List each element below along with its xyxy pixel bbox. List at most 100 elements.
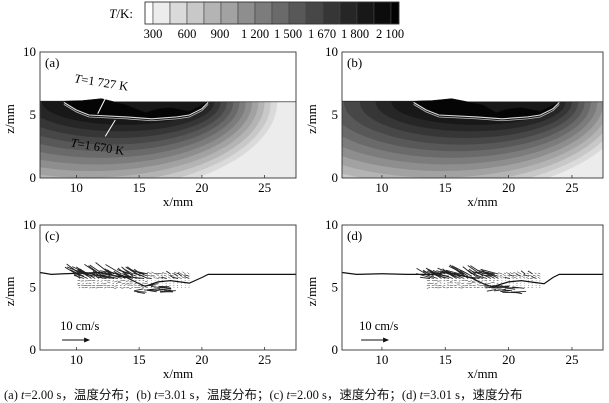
x-tick-label: 15	[439, 180, 452, 195]
caption-label: (b)	[136, 388, 155, 402]
panel-label: (d)	[347, 228, 362, 243]
velocity-vector	[538, 272, 541, 275]
velocity-vector	[461, 285, 465, 287]
colorbar-frame	[144, 1, 400, 25]
y-axis-label: z/mm	[304, 277, 319, 307]
velocity-vector	[162, 272, 167, 275]
velocity-vector	[491, 282, 495, 284]
panel-b: 10 15 20 25 0 5 10 x/mm z/mm (b)	[304, 44, 604, 209]
velocity-vector	[126, 276, 145, 279]
velocity-vector	[114, 287, 118, 289]
velocity-vector	[525, 277, 529, 279]
velocity-vector	[147, 275, 152, 277]
isotherm-1670	[63, 104, 209, 122]
velocity-vector	[85, 282, 88, 284]
velocity-vector	[107, 286, 111, 288]
x-tick-label: 10	[70, 180, 83, 195]
velocity-vector	[503, 272, 507, 275]
colorbar-cell	[356, 1, 375, 25]
annotation-arrow	[97, 98, 106, 114]
colorbar-cell	[186, 1, 205, 25]
plot-frame	[39, 51, 297, 179]
velocity-vector	[480, 268, 499, 275]
velocity-vector	[173, 273, 179, 277]
velocity-vector	[445, 269, 461, 275]
velocity-vector	[476, 280, 480, 282]
colorbar-cell	[305, 1, 324, 25]
velocity-vector	[129, 280, 133, 283]
velocity-vector	[427, 269, 438, 277]
velocity-vector	[460, 287, 465, 289]
velocity-vector	[442, 285, 446, 287]
colorbar-label-var: T	[109, 6, 117, 21]
velocity-vector	[513, 276, 518, 279]
velocity-vector	[424, 273, 438, 279]
velocity-vector	[173, 271, 179, 275]
plot-frame	[341, 51, 604, 179]
velocity-vector	[471, 280, 476, 282]
velocity-vector	[91, 279, 96, 281]
isotherm-1670	[413, 104, 560, 122]
velocity-vector	[461, 282, 465, 285]
velocity-vector	[74, 272, 88, 279]
velocity-vector	[73, 274, 85, 279]
velocity-vector	[117, 282, 122, 284]
y-tick-label: 10	[325, 44, 338, 59]
y-tick-label: 10	[23, 44, 36, 59]
velocity-vector	[82, 282, 85, 284]
velocity-vector	[124, 269, 134, 275]
velocity-vector	[516, 273, 522, 277]
velocity-vector	[446, 287, 450, 289]
colorbar-tick-label: 1 200	[241, 27, 269, 41]
x-tick-label: 20	[195, 180, 208, 195]
velocity-vector	[172, 276, 179, 279]
velocity-vector	[495, 286, 509, 289]
y-tick-label: 5	[30, 280, 37, 295]
velocity-vector	[88, 265, 104, 277]
velocity-vector	[147, 271, 152, 275]
velocity-vector	[167, 276, 171, 279]
caption-label: (d)	[401, 388, 420, 402]
velocity-vector	[160, 275, 164, 277]
x-tick-label: 25	[258, 352, 271, 367]
velocity-vector	[477, 269, 495, 275]
velocity-vector	[163, 274, 167, 277]
reference-vector-label: 10 cm/s	[359, 319, 398, 333]
x-tick-label: 25	[565, 352, 578, 367]
figure-caption: (a) t=2.00 s，温度分布；(b) t=3.01 s，温度分布；(c) …	[4, 384, 523, 403]
velocity-vector	[423, 270, 431, 275]
velocity-vector	[486, 288, 497, 292]
y-tick-label: 10	[325, 217, 338, 232]
velocity-vector	[416, 273, 434, 279]
velocity-vector	[437, 287, 442, 289]
colorbar-cell	[220, 1, 239, 25]
colorbar-cell	[390, 1, 400, 25]
velocity-vector	[135, 270, 149, 275]
velocity-vector	[121, 287, 126, 289]
velocity-vector	[522, 276, 526, 279]
colorbar-tick-label: 1 800	[341, 27, 369, 41]
velocity-vector	[527, 270, 533, 275]
velocity-vector	[84, 263, 100, 275]
velocity-vector	[112, 282, 115, 284]
velocity-vector	[507, 274, 510, 277]
y-tick-label: 5	[332, 107, 339, 122]
velocity-vector	[526, 273, 529, 275]
contour-bands	[342, 101, 603, 178]
reference-vector-arrowhead	[383, 337, 390, 343]
velocity-vector	[457, 284, 461, 286]
y-tick-label: 0	[30, 342, 37, 357]
velocity-vector	[77, 282, 81, 285]
velocity-vector	[104, 287, 107, 289]
velocity-vector	[155, 277, 160, 279]
velocity-vector	[133, 290, 147, 293]
velocity-vector	[158, 277, 164, 279]
isotherm-1727	[413, 101, 560, 120]
colorbar-cell	[288, 1, 307, 25]
velocity-vector	[169, 275, 175, 279]
x-tick-label: 10	[70, 352, 83, 367]
isotherm-label-value: =1 727 K	[80, 72, 129, 93]
colorbar-cell	[322, 1, 341, 25]
velocity-vector	[121, 282, 126, 285]
